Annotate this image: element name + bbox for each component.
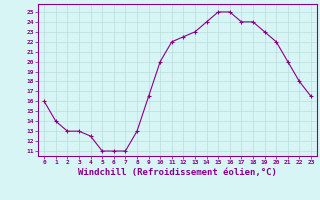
X-axis label: Windchill (Refroidissement éolien,°C): Windchill (Refroidissement éolien,°C) [78, 168, 277, 177]
